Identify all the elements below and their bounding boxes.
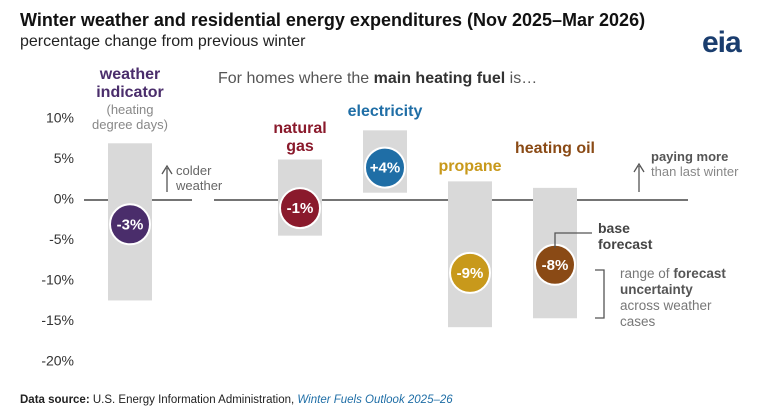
value-label: -9% [457,265,484,282]
leader-line [554,232,592,248]
y-tick-label: 10% [46,110,74,126]
logo: eia [702,26,742,59]
leader-line [595,269,605,319]
header-note-text: is… [509,70,538,87]
footer: Data source: U.S. Energy Information Adm… [20,394,453,407]
y-tick-label: -10% [41,272,74,288]
subtitle: percentage change from previous winter [20,33,306,50]
y-tick-label: -5% [49,231,74,247]
category-label: heating oil [515,140,595,157]
annotation-text: range of [620,266,670,281]
category-label: electricity [347,103,423,120]
value-label: -1% [287,200,314,217]
category-label: propane [438,158,502,175]
annotation: range of forecast uncertainty across wea… [620,266,730,330]
footer-label: Data source: [20,394,90,406]
value-label: +4% [370,160,400,177]
base-forecast-marker [364,146,406,189]
header-note-bold: main heating fuel [373,70,506,87]
annotation-text: than last winter [651,163,739,179]
annotation-bold: forecast uncertainty [620,266,726,297]
base-forecast-marker [109,203,151,246]
category-label: weather indicator [96,66,164,101]
y-tick-label: 5% [54,150,74,166]
y-tick-label: -15% [41,312,74,328]
value-label: -8% [542,257,569,274]
title: Winter weather and residential energy ex… [20,10,646,30]
annotation: paying more than last winter [651,149,746,179]
base-forecast-marker [449,251,491,294]
arrow [633,162,645,192]
category-note: (heating degree days) [92,102,168,132]
annotation: colder weather [176,163,223,193]
value-label: -3% [117,216,144,233]
header-note: For homes where the main heating fuel is… [218,70,537,88]
base-forecast-marker [279,187,321,230]
annotation-text: across weather cases [620,297,712,329]
header-note-text: For homes where the [218,70,370,87]
y-tick-label: -20% [41,353,74,369]
arrow [161,164,173,192]
footer-source: U.S. Energy Information Administration, [92,394,295,406]
category-label: natural gas [273,120,327,155]
footer-publication: Winter Fuels Outlook 2025–26 [297,394,453,406]
legend-base-forecast: base forecast [598,220,653,252]
annotation-bold: paying more [651,149,729,164]
y-tick-label: 0% [54,191,74,207]
